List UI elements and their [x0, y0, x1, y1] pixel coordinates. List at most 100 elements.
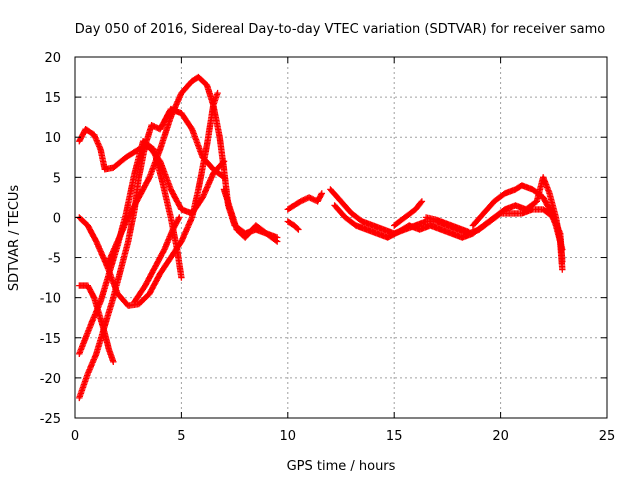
data-point	[180, 92, 183, 94]
data-point	[133, 300, 136, 303]
x-tick-label: 0	[71, 429, 79, 444]
y-tick-labels: -25 -20 -15 -10 -5 0 5 10 15 20	[40, 51, 61, 427]
data-point	[125, 212, 127, 215]
data-point	[235, 228, 238, 231]
plot-area	[76, 73, 566, 402]
x-axis-label: GPS time / hours	[287, 459, 396, 474]
y-tick-label: -5	[48, 252, 61, 267]
y-tick-label: -15	[40, 332, 61, 347]
data-point	[159, 128, 161, 130]
data-point	[138, 176, 140, 179]
data-point	[308, 196, 310, 199]
data-point	[108, 272, 110, 275]
data-point	[91, 320, 93, 323]
y-tick-label: -10	[40, 292, 61, 307]
data-point	[93, 134, 95, 136]
data-point	[223, 168, 225, 171]
data-point	[112, 361, 115, 363]
data-point	[87, 373, 89, 375]
data-point	[133, 172, 136, 175]
data-point	[531, 188, 534, 191]
y-tick-label: 5	[53, 171, 61, 186]
data-point	[472, 224, 474, 227]
data-point	[265, 232, 268, 235]
x-tick-label: 5	[177, 429, 185, 444]
series-markers	[284, 218, 302, 233]
data-point	[95, 240, 98, 243]
data-point	[467, 231, 470, 233]
x-tick-label: 10	[280, 429, 297, 444]
data-point	[87, 224, 89, 227]
series-markers	[284, 190, 325, 213]
series-track-m	[391, 198, 426, 229]
data-point	[521, 184, 523, 187]
data-point	[321, 192, 323, 195]
data-point	[127, 304, 129, 307]
data-point	[112, 166, 115, 169]
data-point	[191, 80, 193, 82]
data-point	[180, 112, 183, 114]
data-point	[212, 172, 215, 175]
data-point	[387, 236, 389, 239]
data-point	[365, 228, 368, 231]
data-point	[212, 104, 215, 106]
data-point	[95, 353, 98, 355]
data-point	[212, 168, 215, 171]
data-point	[163, 248, 166, 251]
data-point	[112, 296, 115, 299]
data-point	[461, 236, 464, 239]
series-track-o	[422, 214, 472, 236]
x-tick-labels: 0 5 10 15 20 25	[71, 429, 615, 444]
data-point	[138, 303, 140, 305]
data-point	[152, 148, 155, 151]
data-point	[197, 76, 200, 78]
data-point	[525, 208, 527, 211]
data-point	[170, 188, 172, 191]
data-point	[148, 292, 151, 295]
data-point	[201, 156, 204, 159]
data-point	[176, 248, 178, 251]
data-point	[155, 264, 157, 267]
data-point	[180, 208, 183, 211]
data-point	[180, 276, 183, 279]
data-point	[201, 196, 204, 199]
data-point	[170, 116, 172, 118]
chart-title: Day 050 of 2016, Sidereal Day-to-day VTE…	[75, 22, 606, 37]
data-point	[542, 208, 544, 211]
data-point	[446, 223, 449, 225]
series-track-j	[284, 218, 302, 233]
data-point	[372, 224, 374, 227]
data-point	[121, 264, 123, 267]
data-point	[333, 204, 336, 207]
series-track-i	[284, 190, 325, 213]
data-point	[457, 227, 459, 229]
data-point	[78, 140, 81, 142]
data-point	[293, 204, 296, 207]
data-point	[276, 236, 279, 239]
data-point	[493, 200, 496, 203]
data-point	[170, 216, 172, 219]
data-point	[125, 156, 127, 159]
data-point	[531, 208, 534, 211]
data-point	[127, 240, 129, 243]
y-tick-label: -25	[40, 412, 61, 427]
data-point	[542, 176, 544, 179]
data-point	[299, 200, 302, 203]
data-point	[408, 224, 410, 227]
data-point	[493, 216, 496, 219]
data-point	[504, 192, 506, 195]
series-markers	[131, 214, 183, 305]
series-track-h	[220, 186, 281, 245]
data-point	[144, 144, 146, 146]
y-tick-label: 0	[53, 211, 61, 226]
y-tick-label: -20	[40, 372, 61, 387]
data-point	[87, 284, 89, 287]
data-point	[482, 212, 485, 215]
data-point	[229, 208, 232, 211]
data-point	[514, 188, 517, 191]
data-point	[397, 231, 400, 233]
data-point	[159, 148, 161, 151]
data-point	[382, 228, 385, 231]
data-point	[297, 228, 300, 231]
